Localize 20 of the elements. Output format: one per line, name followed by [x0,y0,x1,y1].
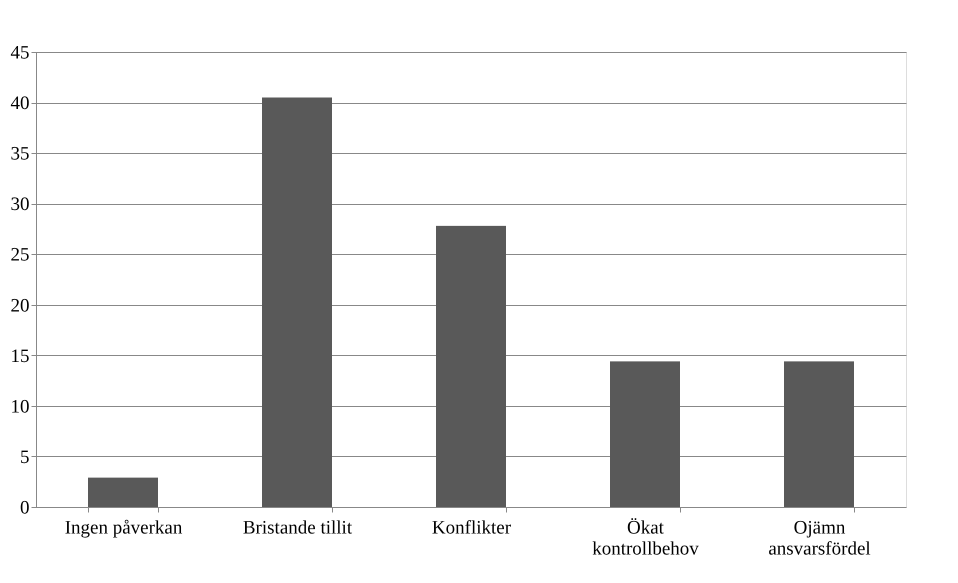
bar [784,361,854,507]
y-tick-label: 30 [10,194,30,216]
y-tick-label: 0 [20,498,30,518]
y-tick-label: 25 [10,244,30,266]
y-tick-label: 5 [20,446,30,468]
y-tick-label: 20 [10,295,30,316]
y-tick-label: 45 [10,42,30,64]
y-tick-label: 15 [10,346,30,367]
y-tick-label: 10 [10,396,30,418]
y-tick-label: 35 [10,144,30,165]
x-tick-label: Ökat kontrollbehov [592,518,700,560]
x-tick-label: Ojämn ansvarsfördel [768,518,871,560]
x-tick-label: Ingen påverkan [64,518,183,538]
x-tick-label: Bristande tillit [242,518,353,538]
bar [436,226,506,507]
x-tick-label: Konflikter [432,518,512,538]
bar [88,478,158,507]
bar [262,98,332,507]
bar [610,361,680,507]
y-tick-label: 40 [10,93,30,114]
